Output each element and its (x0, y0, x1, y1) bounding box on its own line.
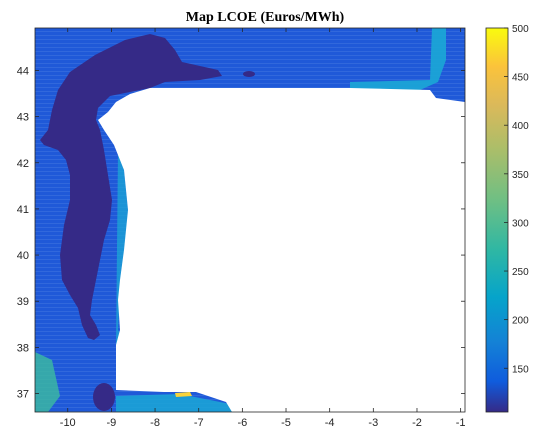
x-tick-label: -7 (194, 417, 204, 429)
x-tick-label: -10 (60, 417, 76, 429)
x-tick-label: -1 (456, 417, 466, 429)
y-tick-label: 42 (17, 158, 29, 170)
south-coast-higher-cost-zone (116, 394, 236, 412)
y-axis: 37 38 39 40 41 42 43 44 (17, 65, 465, 401)
x-tick-label: -6 (237, 417, 247, 429)
land-mask (98, 88, 465, 412)
x-tick-label: -8 (150, 417, 160, 429)
x-tick-label: -9 (107, 417, 117, 429)
colorbar-tick-label: 350 (512, 170, 529, 181)
x-tick-label: -5 (281, 417, 291, 429)
x-tick-label: -3 (368, 417, 378, 429)
x-axis: -10 -9 -8 -7 -6 -5 -4 -3 -2 -1 (60, 28, 466, 429)
y-tick-label: 37 (17, 389, 29, 401)
x-tick-label: -2 (412, 417, 422, 429)
map-plot-area (35, 28, 465, 412)
chart-title: Map LCOE (Euros/MWh) (186, 10, 345, 25)
low-cost-zone (40, 34, 222, 340)
colorbar-tick-label: 400 (512, 121, 529, 132)
y-tick-label: 41 (17, 204, 29, 216)
y-tick-label: 40 (17, 250, 29, 262)
colorbar-tick-label: 500 (512, 24, 529, 35)
colorbar-tick-label: 250 (512, 267, 529, 278)
low-cost-island-south (93, 383, 115, 411)
high-cost-spot (175, 392, 192, 397)
colorbar-tick-label: 300 (512, 218, 529, 229)
colorbar-tick-label: 450 (512, 73, 529, 84)
southwest-higher-cost-zone (35, 352, 60, 412)
y-tick-label: 38 (17, 342, 29, 354)
colorbar-ticks: 150 200 250 300 350 400 450 500 (504, 24, 529, 375)
colorbar-tick-label: 150 (512, 364, 529, 375)
y-tick-label: 43 (17, 112, 29, 124)
colorbar (485, 27, 509, 413)
x-tick-label: -4 (325, 417, 335, 429)
coastal-higher-cost-zone (350, 28, 446, 92)
y-tick-label: 39 (17, 296, 29, 308)
low-cost-island-north (243, 71, 255, 77)
y-tick-label: 44 (17, 65, 29, 77)
plot-frame (34, 27, 466, 413)
colorbar-tick-label: 200 (512, 316, 529, 327)
